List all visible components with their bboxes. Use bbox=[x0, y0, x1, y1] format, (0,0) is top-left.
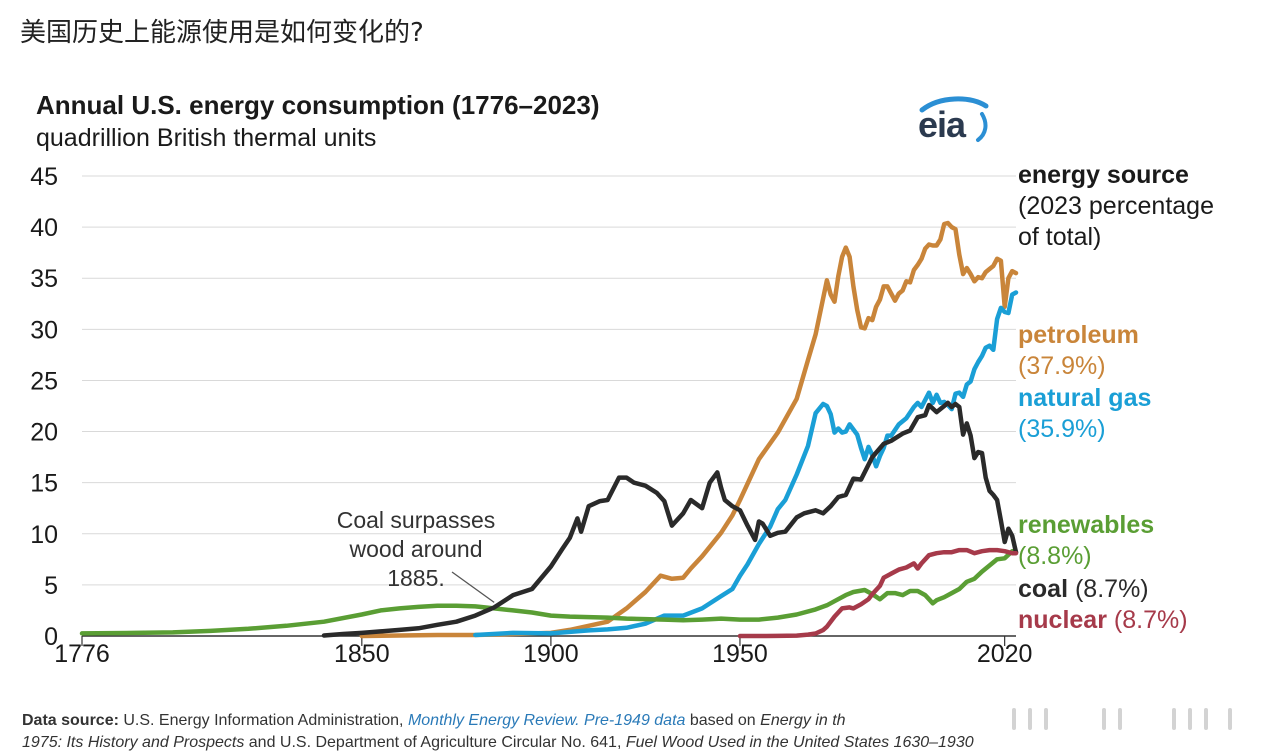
question-text: 美国历史上能源使用是如何变化的? bbox=[20, 18, 424, 48]
watermark-overlay bbox=[992, 704, 1258, 734]
legend-petroleum-name: petroleum bbox=[1018, 321, 1139, 349]
eia-logo-text: eia bbox=[918, 104, 966, 145]
series-line-natural-gas bbox=[473, 290, 1019, 638]
watermark-bar bbox=[1028, 708, 1032, 730]
legend-petroleum-pct: (37.9%) bbox=[1018, 352, 1106, 380]
y-tick-label: 5 bbox=[44, 572, 58, 600]
source-text: U.S. Energy Information Administration, bbox=[118, 712, 408, 729]
watermark-bar bbox=[1012, 708, 1016, 730]
source-text: Fuel Wood Used in the United States 1630… bbox=[625, 734, 974, 751]
chart-subtitle: quadrillion British thermal units bbox=[36, 124, 377, 152]
data-source-line-1: Data source: U.S. Energy Information Adm… bbox=[22, 712, 846, 730]
watermark-bar bbox=[1228, 708, 1232, 730]
gridlines bbox=[82, 175, 1016, 637]
source-text: 1975: Its History and Prospects bbox=[22, 734, 245, 751]
x-tick-label: 1900 bbox=[523, 640, 579, 668]
legend-coal-name: coal bbox=[1018, 575, 1069, 603]
x-tick-label: 1850 bbox=[334, 640, 390, 668]
source-link-text[interactable]: . bbox=[575, 712, 585, 729]
y-tick-label: 20 bbox=[30, 419, 58, 447]
legend-coal: coal (8.7%) bbox=[1018, 574, 1149, 605]
y-tick-label: 15 bbox=[30, 470, 58, 498]
chart-title: Annual U.S. energy consumption (1776–202… bbox=[36, 90, 600, 120]
watermark-bar bbox=[1102, 708, 1106, 730]
legend-petroleum: petroleum (37.9%) bbox=[1018, 320, 1139, 382]
y-tick-label: 30 bbox=[30, 316, 58, 344]
legend-nuclear: nuclear (8.7%) bbox=[1018, 605, 1188, 636]
watermark-bar bbox=[1044, 708, 1048, 730]
x-axis-ticks: 1776 1850 1900 1950 2020 bbox=[54, 636, 1032, 668]
source-link-text[interactable]: Monthly Energy Review bbox=[407, 712, 576, 729]
watermark-bar bbox=[1204, 708, 1208, 730]
series-line-nuclear bbox=[737, 547, 1019, 639]
legend-renewables-pct: (8.8%) bbox=[1018, 542, 1092, 570]
annotation-leader-line bbox=[451, 571, 495, 603]
annotation-text: Coal surpasses bbox=[337, 507, 496, 533]
y-tick-label: 25 bbox=[30, 367, 58, 395]
watermark-bar bbox=[1118, 708, 1122, 730]
legend-coal-pct: (8.7%) bbox=[1074, 575, 1149, 603]
series-line-coal bbox=[321, 400, 1019, 638]
legend-natural-gas-name: natural gas bbox=[1018, 384, 1152, 412]
legend-header-title: energy source bbox=[1018, 161, 1189, 189]
legend-header-line3: of total) bbox=[1018, 223, 1102, 251]
annotation-text: wood around bbox=[349, 536, 483, 562]
x-tick-label: 1950 bbox=[712, 640, 768, 668]
y-tick-label: 35 bbox=[30, 265, 58, 293]
source-text: and U.S. Department of Agriculture Circu… bbox=[244, 734, 626, 751]
watermark-bar bbox=[1188, 708, 1192, 730]
legend-nuclear-name: nuclear bbox=[1018, 606, 1107, 634]
y-tick-label: 0 bbox=[44, 623, 58, 651]
y-tick-label: 10 bbox=[30, 521, 58, 549]
series-line-renewables bbox=[79, 548, 1019, 636]
source-text: based on bbox=[685, 712, 761, 729]
series-lines bbox=[79, 220, 1019, 639]
y-tick-label: 45 bbox=[30, 163, 58, 191]
legend-natural-gas: natural gas (35.9%) bbox=[1018, 383, 1151, 445]
legend-renewables-name: renewables bbox=[1018, 511, 1155, 539]
source-link-text[interactable]: Pre-1949 data bbox=[584, 712, 686, 729]
series-line-petroleum bbox=[359, 220, 1019, 639]
data-source-line-2: 1975: Its History and Prospects and U.S.… bbox=[22, 734, 974, 752]
eia-logo: eia bbox=[912, 94, 992, 146]
y-axis-ticks: 0 5 10 15 20 25 30 35 40 45 bbox=[30, 163, 58, 651]
eia-logo-swoosh bbox=[919, 96, 989, 142]
chart-annotation: Coal surpasses wood around 1885. bbox=[337, 507, 496, 603]
legend-nuclear-pct: (8.7%) bbox=[1113, 606, 1188, 634]
y-tick-label: 40 bbox=[30, 214, 58, 242]
source-text: Data source: bbox=[22, 712, 119, 729]
legend-natural-gas-pct: (35.9%) bbox=[1018, 415, 1106, 443]
legend-renewables: renewables (8.8%) bbox=[1018, 510, 1154, 572]
x-tick-label: 1776 bbox=[54, 640, 110, 668]
watermark-bar bbox=[1172, 708, 1176, 730]
legend-header: energy source (2023 percentage of total) bbox=[1018, 160, 1214, 253]
legend-header-line2: (2023 percentage bbox=[1018, 192, 1214, 220]
source-text: Energy in th bbox=[760, 712, 846, 729]
annotation-text: 1885. bbox=[387, 565, 445, 591]
x-tick-label: 2020 bbox=[977, 640, 1033, 668]
